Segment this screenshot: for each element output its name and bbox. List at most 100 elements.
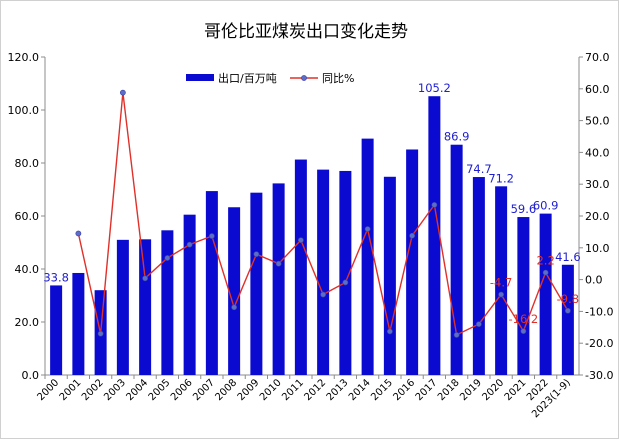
yoy-point-2021 (520, 328, 527, 335)
x-tick-label: 2020 (480, 377, 506, 403)
yoy-point-2003 (119, 89, 126, 96)
x-tick-label: 2021 (503, 377, 529, 403)
bar-2019 (472, 177, 485, 375)
yoy-point-2001 (75, 230, 82, 237)
yoy-point-2011 (297, 237, 304, 244)
bar-2001 (72, 272, 85, 375)
x-tick-label: 2006 (169, 377, 195, 403)
y-left-tick-label: 0.0 (22, 369, 40, 382)
bar-2003 (116, 239, 129, 375)
x-tick-label: 2016 (391, 377, 417, 403)
x-tick-label: 2013 (325, 377, 351, 403)
bar-value-label: 59.6 (511, 202, 537, 216)
legend-bar-swatch (186, 74, 214, 81)
yoy-point-2006 (186, 241, 193, 248)
x-tick-label: 2003 (102, 377, 128, 403)
x-tick-label: 2010 (258, 377, 284, 403)
bar-value-label: 33.8 (43, 270, 69, 284)
bar-value-label: 74.7 (466, 162, 492, 176)
yoy-point-2023(1-9) (564, 307, 571, 314)
yoy-point-2012 (320, 291, 327, 298)
y-right-tick-label: -30.0 (585, 369, 613, 382)
x-tick-label: 2001 (58, 377, 84, 403)
bar-2023(1-9) (561, 264, 574, 375)
yoy-point-2005 (164, 255, 171, 261)
bar-value-label: 60.9 (533, 199, 559, 213)
bar-2004 (139, 239, 152, 375)
x-tick-label: 2017 (414, 377, 440, 403)
labels-group: 33.8 105.2 86.9 74.771.2 59.660.9 41.6 -4.7 -16… (43, 81, 580, 326)
yoy-point-2013 (342, 279, 349, 286)
legend-bar-label: 出口/百万吨 (218, 71, 277, 85)
yoy-point-2016 (409, 232, 416, 239)
bar-2008 (228, 207, 241, 375)
yoy-point-2018 (453, 332, 460, 338)
bar-2009 (250, 192, 263, 375)
bar-value-label: 86.9 (444, 130, 470, 144)
yoy-point-2017 (431, 201, 438, 208)
bar-2005 (161, 230, 174, 375)
y-left-tick-label: 80.0 (15, 157, 40, 170)
x-tick-label: 2019 (458, 377, 484, 403)
bars-group (50, 96, 574, 375)
yoy-point-2015 (386, 328, 393, 335)
bar-2018 (450, 144, 463, 375)
yoy-value-label: -9.8 (557, 292, 579, 306)
yoy-point-2020 (498, 291, 505, 298)
yoy-point-2002 (97, 330, 104, 337)
yoy-value-label: 2.2 (536, 254, 554, 268)
x-tick-label: 2018 (436, 377, 462, 403)
bar-2022 (539, 213, 552, 375)
bar-2014 (361, 138, 374, 375)
y-left-tick-label: 60.0 (15, 210, 40, 223)
bar-2015 (383, 176, 396, 375)
yoy-point-2022 (542, 269, 549, 276)
yoy-point-2014 (364, 226, 371, 232)
y-right-tick-label: 30.0 (585, 178, 610, 191)
bar-2011 (294, 159, 307, 375)
yoy-point-2008 (231, 304, 238, 311)
x-tick-label: 2009 (236, 377, 262, 403)
legend-line-marker (301, 75, 307, 81)
bar-2007 (205, 191, 218, 375)
x-tick-label: 2007 (191, 377, 217, 403)
bar-2017 (428, 96, 441, 375)
bar-2000 (50, 285, 63, 375)
y-left-tick-label: 20.0 (15, 316, 40, 329)
bar-2012 (317, 169, 330, 375)
bar-value-label: 41.6 (555, 250, 581, 264)
bar-2006 (183, 214, 196, 375)
y-left-tick-label: 40.0 (15, 263, 40, 276)
y-right-tick-label: 10.0 (585, 242, 610, 255)
x-tick-label: 2000 (35, 377, 61, 403)
x-tick-label: 2014 (347, 377, 373, 403)
x-tick-label: 2002 (80, 377, 106, 403)
x-tick-label: 2012 (302, 377, 328, 403)
y-left-tick-label: 100.0 (8, 104, 40, 117)
y-right-tick-label: 40.0 (585, 146, 610, 159)
bar-2020 (495, 186, 508, 375)
x-tick-label: 2005 (147, 377, 173, 403)
bar-2010 (272, 183, 285, 375)
y-right-tick-label: 60.0 (585, 83, 610, 96)
x-tick-label: 2011 (280, 377, 306, 403)
yoy-point-2007 (208, 233, 215, 239)
y-right-tick-label: -20.0 (585, 337, 613, 350)
bar-2016 (406, 149, 419, 375)
y-left-tick-label: 120.0 (8, 51, 40, 64)
y-right-tick-label: 70.0 (585, 51, 610, 64)
y-right-tick-label: 0.0 (585, 274, 603, 287)
bar-value-label: 71.2 (488, 171, 514, 185)
y-right-tick-label: 20.0 (585, 210, 610, 223)
legend-line-label: 同比% (322, 72, 354, 85)
yoy-point-2009 (253, 251, 260, 258)
y-right-tick-label: 50.0 (585, 115, 610, 128)
x-tick-label: 2015 (369, 377, 395, 403)
yoy-value-label: -16.2 (508, 312, 538, 326)
bar-value-label: 105.2 (418, 81, 451, 95)
yoy-point-2019 (475, 321, 482, 328)
bar-2021 (517, 217, 530, 375)
yoy-value-label: -4.7 (490, 276, 512, 290)
